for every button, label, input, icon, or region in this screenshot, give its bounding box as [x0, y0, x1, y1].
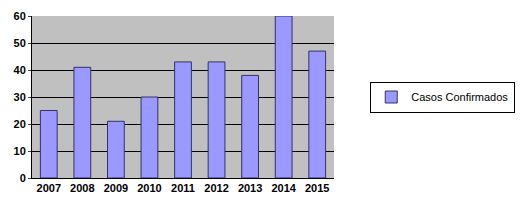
- svg-text:2011: 2011: [171, 182, 195, 194]
- svg-text:2007: 2007: [37, 182, 61, 194]
- svg-text:2008: 2008: [70, 182, 94, 194]
- svg-text:Casos Confirmados: Casos Confirmados: [411, 91, 508, 103]
- svg-text:0: 0: [20, 172, 26, 184]
- svg-text:60: 60: [14, 10, 26, 22]
- svg-text:2015: 2015: [305, 182, 329, 194]
- svg-text:40: 40: [14, 64, 26, 76]
- svg-text:2010: 2010: [137, 182, 161, 194]
- svg-text:30: 30: [14, 91, 26, 103]
- svg-text:10: 10: [14, 145, 26, 157]
- svg-text:2013: 2013: [238, 182, 262, 194]
- svg-text:50: 50: [14, 37, 26, 49]
- svg-text:2009: 2009: [104, 182, 128, 194]
- svg-text:20: 20: [14, 118, 26, 130]
- svg-text:2012: 2012: [204, 182, 228, 194]
- svg-text:2014: 2014: [271, 182, 296, 194]
